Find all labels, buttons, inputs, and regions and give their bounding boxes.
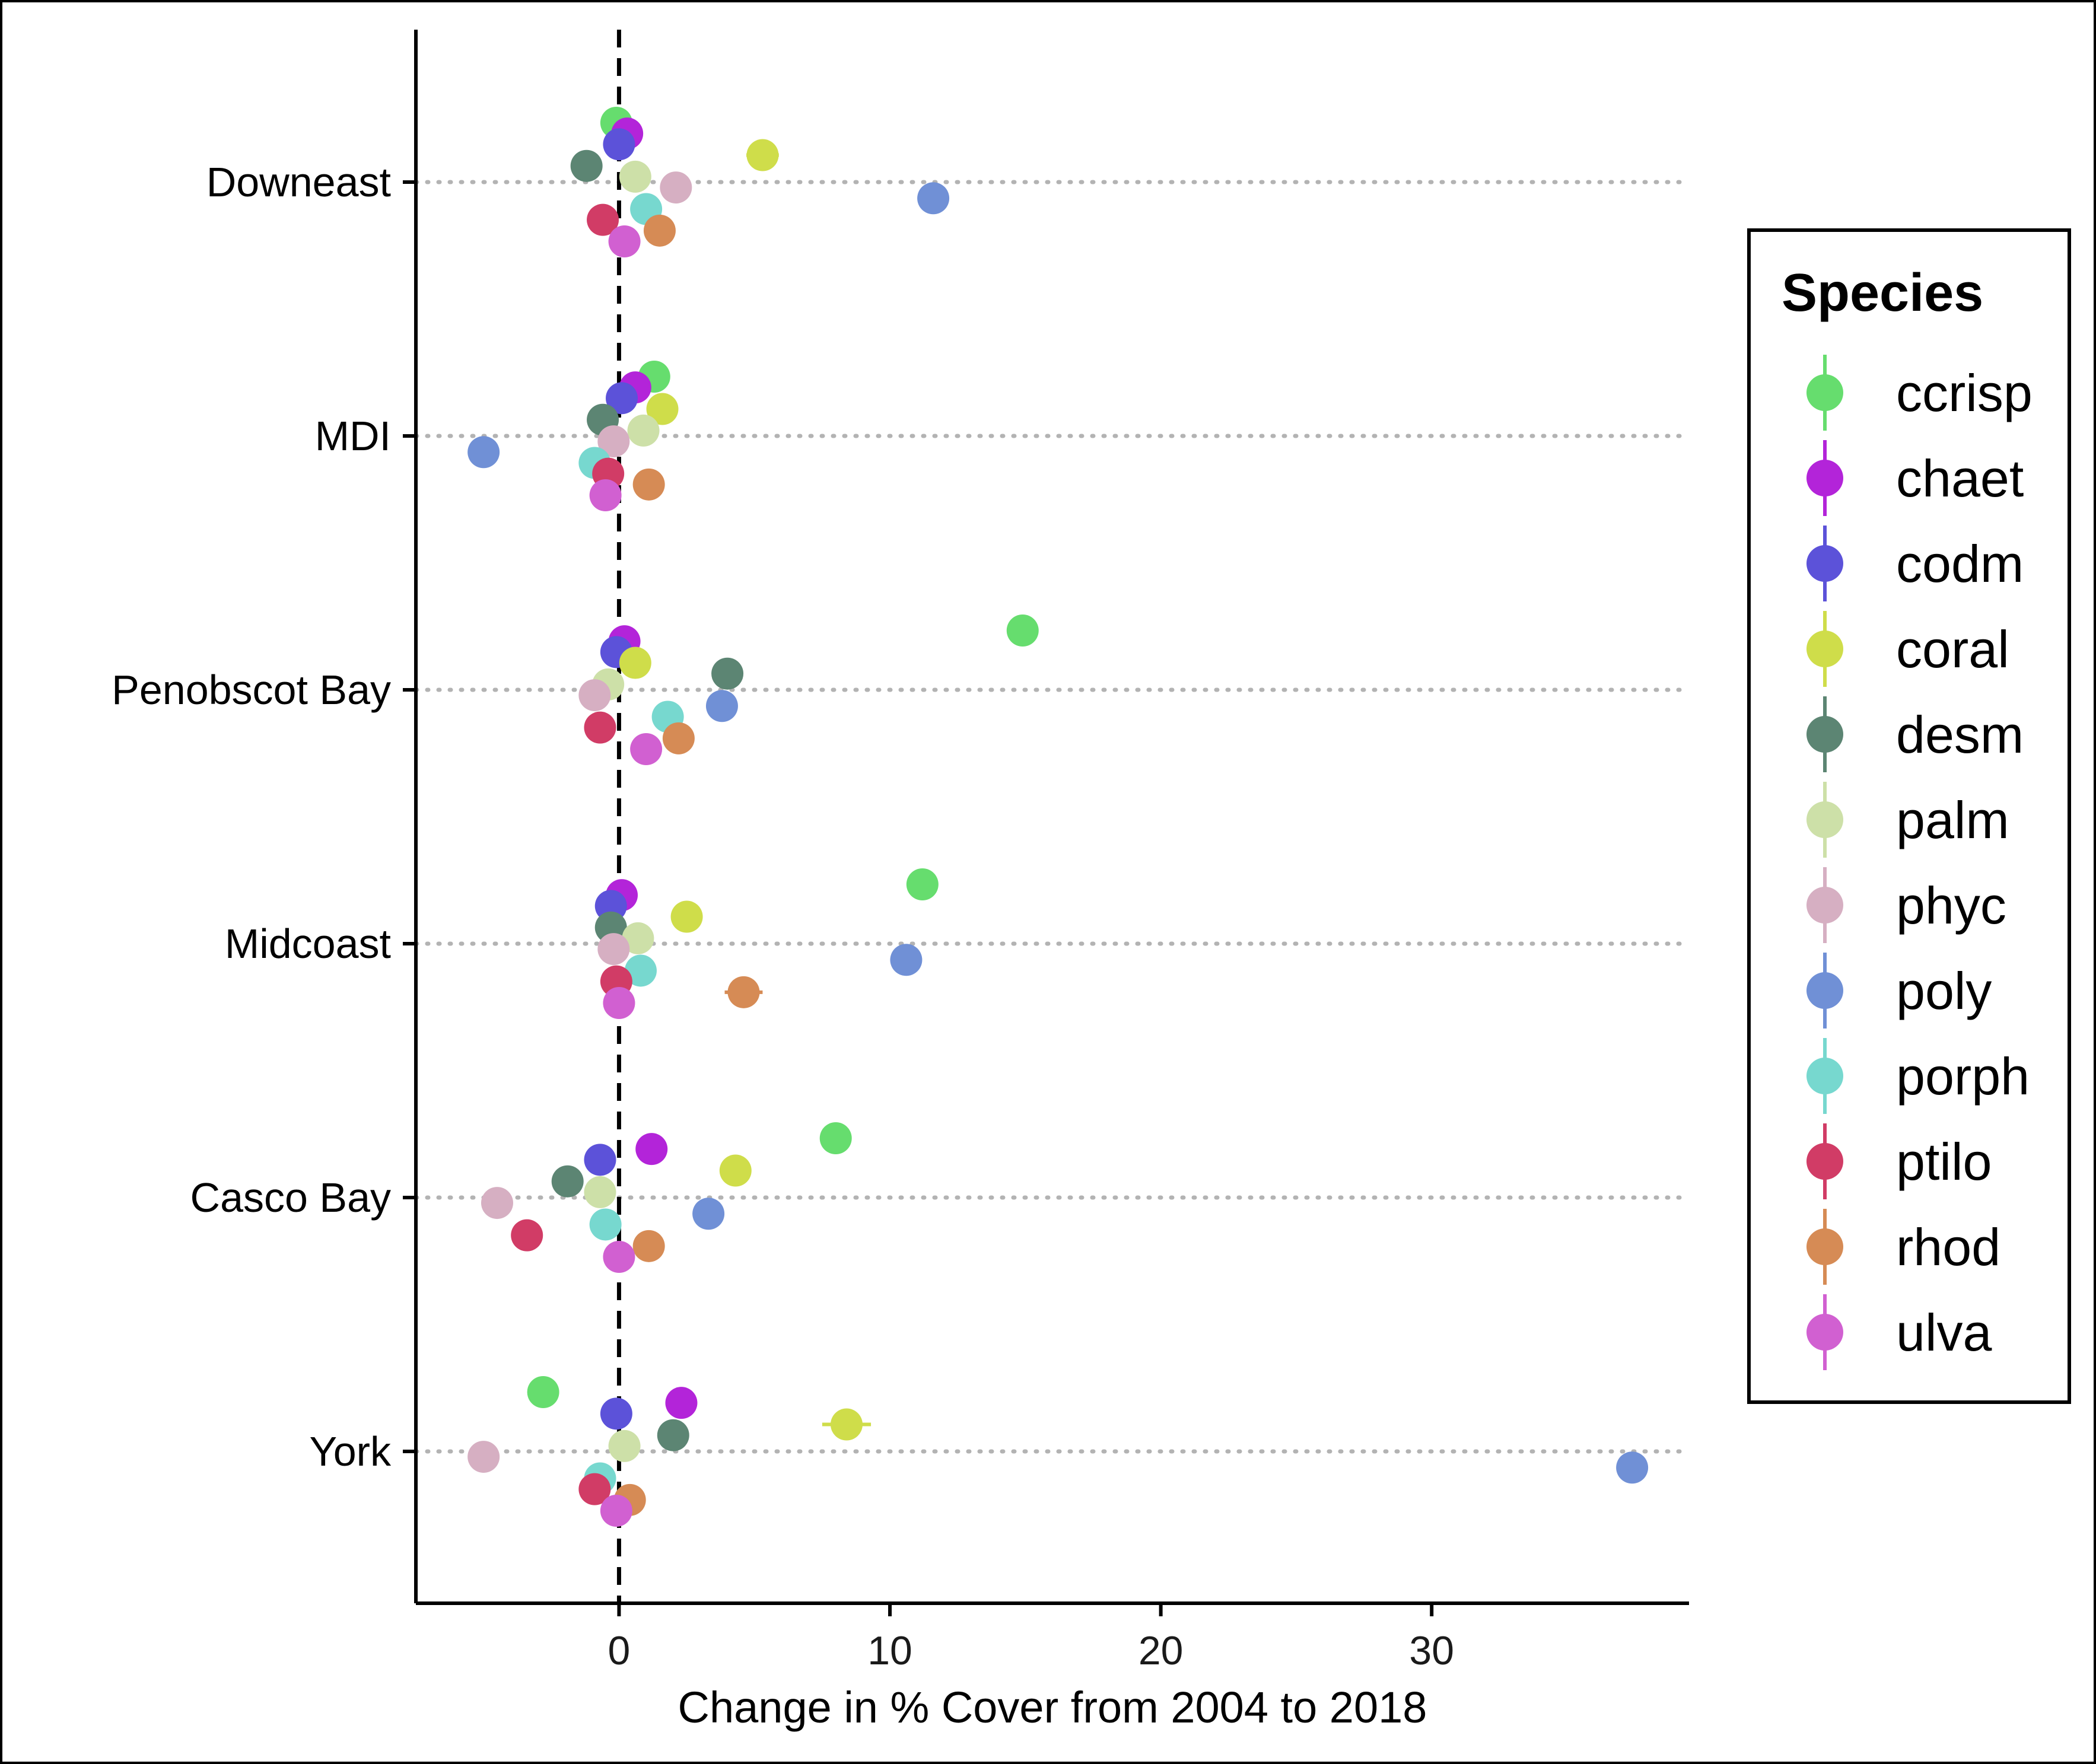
legend-label-ccrisp: ccrisp xyxy=(1896,364,2033,422)
legend-label-phyc: phyc xyxy=(1896,876,2006,935)
point-ulva xyxy=(603,1241,635,1273)
legend-key-ptilo xyxy=(1806,1143,1843,1180)
legend-items: ccrisp chaet codm coral desm palm phyc poly porp… xyxy=(1806,355,2033,1370)
point-chaet xyxy=(635,1133,668,1166)
y-tick-label: MDI xyxy=(315,413,391,459)
legend-key-desm xyxy=(1806,716,1843,753)
point-poly xyxy=(1616,1451,1649,1484)
point-ulva xyxy=(608,225,641,257)
x-tick-label: 30 xyxy=(1409,1628,1454,1673)
point-palm xyxy=(608,1429,641,1462)
point-rhod xyxy=(632,1230,665,1262)
point-desm xyxy=(711,657,744,690)
point-ulva xyxy=(600,1495,632,1527)
point-phyc xyxy=(481,1187,513,1219)
legend-key-coral xyxy=(1806,631,1843,667)
point-desm xyxy=(657,1419,689,1451)
point-codm xyxy=(603,128,635,161)
point-palm xyxy=(627,414,660,447)
point-palm xyxy=(619,160,651,193)
point-porph xyxy=(624,954,657,987)
point-palm xyxy=(622,922,654,954)
point-ptilo xyxy=(511,1219,543,1252)
point-ulva xyxy=(630,733,663,765)
point-poly xyxy=(692,1198,725,1230)
point-codm xyxy=(584,1144,616,1176)
point-ccrisp xyxy=(527,1376,559,1408)
y-tick-label: Casco Bay xyxy=(190,1174,391,1221)
point-ccrisp xyxy=(819,1122,852,1154)
point-porph xyxy=(589,1208,622,1241)
legend-title: Species xyxy=(1782,263,1983,323)
legend-label-desm: desm xyxy=(1896,705,2024,764)
point-phyc xyxy=(467,1441,500,1473)
point-coral xyxy=(746,139,779,171)
point-phyc xyxy=(578,679,611,712)
point-rhod xyxy=(643,214,676,247)
point-poly xyxy=(917,182,950,215)
point-ccrisp xyxy=(1006,614,1039,647)
x-axis-title: Change in % Cover from 2004 to 2018 xyxy=(678,1683,1427,1732)
legend-label-coral: coral xyxy=(1896,620,2009,679)
y-tick-label: Penobscot Bay xyxy=(112,667,391,713)
legend-label-rhod: rhod xyxy=(1896,1218,2000,1276)
y-tick-label: Midcoast xyxy=(225,921,391,967)
point-chaet xyxy=(665,1387,698,1419)
legend-label-ptilo: ptilo xyxy=(1896,1132,1992,1191)
x-axis-ticks: 0 10 20 30 xyxy=(608,1603,1454,1673)
point-rhod xyxy=(632,468,665,501)
point-phyc xyxy=(597,425,630,458)
legend-key-codm xyxy=(1806,545,1843,582)
point-coral xyxy=(830,1408,863,1441)
point-coral xyxy=(646,393,679,425)
point-coral xyxy=(619,647,651,679)
legend-key-chaet xyxy=(1806,460,1843,496)
legend-label-palm: palm xyxy=(1896,791,2009,849)
legend-label-ulva: ulva xyxy=(1896,1303,1992,1362)
point-ccrisp xyxy=(906,868,939,900)
legend-key-ccrisp xyxy=(1806,374,1843,411)
point-desm xyxy=(551,1165,584,1198)
point-phyc xyxy=(597,933,630,966)
point-phyc xyxy=(660,171,692,204)
point-palm xyxy=(584,1176,616,1208)
point-rhod xyxy=(727,976,760,1008)
y-tick-label: Downeast xyxy=(206,159,391,205)
legend-label-codm: codm xyxy=(1896,534,2024,593)
y-axis-ticks: Downeast MDI Penobscot Bay Midcoast Casco Ba… xyxy=(112,159,416,1475)
point-desm xyxy=(570,149,603,182)
point-codm xyxy=(606,382,638,415)
point-coral xyxy=(719,1154,752,1187)
data-points xyxy=(467,107,1649,1527)
legend-key-ulva xyxy=(1806,1314,1843,1351)
legend-box xyxy=(1747,228,2071,1404)
point-codm xyxy=(600,1397,632,1430)
legend-key-rhod xyxy=(1806,1228,1843,1265)
legend-key-porph xyxy=(1806,1058,1843,1094)
x-tick-label: 0 xyxy=(608,1628,631,1673)
legend-key-palm xyxy=(1806,801,1843,838)
point-ptilo xyxy=(584,711,616,744)
x-tick-label: 10 xyxy=(867,1628,912,1673)
point-poly xyxy=(467,436,500,469)
legend-label-poly: poly xyxy=(1896,961,1992,1020)
y-tick-label: York xyxy=(309,1428,392,1475)
point-ulva xyxy=(589,479,622,511)
point-coral xyxy=(670,900,703,933)
legend-label-chaet: chaet xyxy=(1896,449,2024,508)
point-ptilo xyxy=(578,1473,611,1505)
legend-label-porph: porph xyxy=(1896,1047,2030,1106)
x-tick-label: 20 xyxy=(1138,1628,1184,1673)
point-rhod xyxy=(662,722,695,754)
point-ptilo xyxy=(587,203,619,236)
legend-key-poly xyxy=(1806,972,1843,1009)
point-poly xyxy=(705,690,738,722)
point-poly xyxy=(890,944,923,976)
legend: Species ccrisp chaet codm coral desm palm phyc… xyxy=(1747,228,2071,1404)
point-ulva xyxy=(603,987,635,1019)
legend-key-phyc xyxy=(1806,887,1843,924)
